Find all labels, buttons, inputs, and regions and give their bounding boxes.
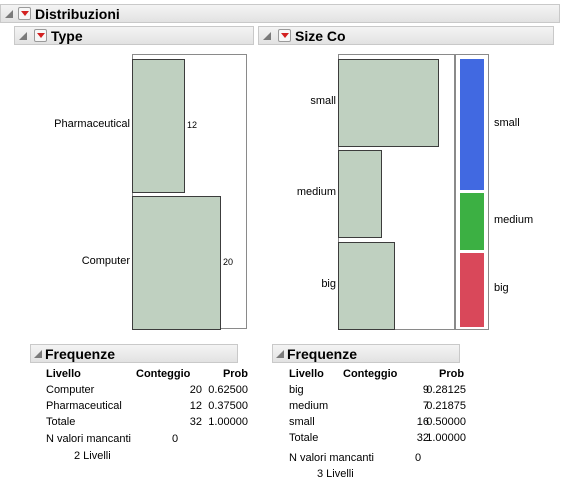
bar-value-label: 20 bbox=[223, 257, 234, 267]
col-header-level: Livello bbox=[289, 368, 324, 380]
prob-cell: 0.28125 bbox=[426, 384, 466, 396]
levels-row: 3 Livelli bbox=[289, 467, 499, 482]
table-header-row: Livello Conteggio Prob bbox=[46, 367, 256, 382]
prob-cell: 1.00000 bbox=[426, 432, 466, 444]
disclosure-triangle-icon[interactable] bbox=[263, 32, 271, 40]
table-row: Totale 32 1.00000 bbox=[46, 415, 256, 430]
prob-cell: 0.37500 bbox=[208, 400, 248, 412]
report-title: Distribuzioni bbox=[35, 6, 120, 22]
disclosure-triangle-icon[interactable] bbox=[276, 350, 284, 358]
table-row: Pharmaceutical 12 0.37500 bbox=[46, 399, 256, 414]
size-mosaic-plot bbox=[455, 54, 489, 330]
red-menu-icon[interactable] bbox=[18, 7, 31, 20]
disclosure-triangle-icon[interactable] bbox=[19, 32, 27, 40]
missing-label: N valori mancanti bbox=[289, 452, 374, 464]
level-cell: Pharmaceutical bbox=[46, 400, 122, 412]
missing-value: 0 bbox=[172, 433, 179, 445]
bar-medium[interactable] bbox=[338, 150, 382, 238]
size-panel-title: Size Co bbox=[295, 28, 346, 44]
count-cell: 16 bbox=[416, 416, 429, 428]
size-freq-header: Frequenze bbox=[272, 344, 460, 363]
table-row: Computer 20 0.62500 bbox=[46, 383, 256, 398]
table-header-row: Livello Conteggio Prob bbox=[289, 367, 499, 382]
prob-cell: 0.62500 bbox=[208, 384, 248, 396]
count-cell: 12 bbox=[189, 400, 202, 412]
report-header: Distribuzioni bbox=[0, 4, 560, 23]
col-header-count: Conteggio bbox=[136, 368, 191, 380]
category-label: big bbox=[321, 278, 336, 290]
disclosure-triangle-icon[interactable] bbox=[34, 350, 42, 358]
mosaic-label: small bbox=[494, 117, 520, 129]
levels-count: 2 Livelli bbox=[74, 450, 111, 462]
size-panel-header: Size Co bbox=[258, 26, 554, 45]
mosaic-segment-small[interactable] bbox=[460, 59, 484, 190]
count-cell: 32 bbox=[416, 432, 429, 444]
table-row: medium 7 0.21875 bbox=[289, 399, 499, 414]
missing-row: N valori mancanti 0 bbox=[46, 432, 256, 447]
col-header-prob: Prob bbox=[222, 368, 248, 380]
disclosure-triangle-icon[interactable] bbox=[5, 10, 13, 18]
level-cell: big bbox=[289, 384, 304, 396]
level-cell: Totale bbox=[46, 416, 76, 428]
freq-title: Frequenze bbox=[287, 346, 358, 362]
count-cell: 7 bbox=[422, 400, 429, 412]
type-freq-header: Frequenze bbox=[30, 344, 238, 363]
category-label: Pharmaceutical bbox=[54, 118, 130, 130]
type-freq-table: Livello Conteggio Prob Computer 20 0.625… bbox=[46, 367, 256, 472]
red-menu-icon[interactable] bbox=[34, 29, 47, 42]
count-cell: 32 bbox=[189, 416, 202, 428]
category-label: medium bbox=[296, 186, 336, 198]
count-cell: 20 bbox=[189, 384, 202, 396]
table-row: small 16 0.50000 bbox=[289, 415, 499, 430]
category-label: Computer bbox=[81, 255, 130, 267]
missing-row: N valori mancanti 0 bbox=[289, 451, 499, 466]
level-cell: medium bbox=[289, 400, 329, 412]
mosaic-label: big bbox=[494, 282, 509, 294]
col-header-level: Livello bbox=[46, 368, 81, 380]
table-row: big 9 0.28125 bbox=[289, 383, 499, 398]
prob-cell: 1.00000 bbox=[208, 416, 248, 428]
bar-big[interactable] bbox=[338, 242, 395, 330]
level-cell: Totale bbox=[289, 432, 319, 444]
mosaic-segment-medium[interactable] bbox=[460, 193, 484, 250]
freq-title: Frequenze bbox=[45, 346, 116, 362]
mosaic-segment-big[interactable] bbox=[460, 253, 484, 327]
levels-count: 3 Livelli bbox=[317, 468, 354, 480]
bar-computer[interactable] bbox=[132, 196, 221, 330]
size-freq-table: Livello Conteggio Prob big 9 0.28125 med… bbox=[289, 367, 499, 487]
missing-value: 0 bbox=[415, 452, 422, 464]
type-bar-chart bbox=[132, 54, 247, 330]
table-row: Totale 32 1.00000 bbox=[289, 431, 499, 446]
level-cell: small bbox=[289, 416, 315, 428]
missing-label: N valori mancanti bbox=[46, 433, 131, 445]
level-cell: Computer bbox=[46, 384, 95, 396]
size-bar-chart bbox=[338, 54, 455, 330]
mosaic-label: medium bbox=[494, 214, 534, 226]
levels-row: 2 Livelli bbox=[46, 449, 256, 464]
red-menu-icon[interactable] bbox=[278, 29, 291, 42]
count-cell: 9 bbox=[422, 384, 429, 396]
type-panel-header: Type bbox=[14, 26, 254, 45]
category-label: small bbox=[310, 95, 336, 107]
col-header-prob: Prob bbox=[439, 368, 465, 380]
bar-value-label: 12 bbox=[187, 120, 198, 130]
bar-small[interactable] bbox=[338, 59, 439, 147]
col-header-count: Conteggio bbox=[343, 368, 398, 380]
bar-pharmaceutical[interactable] bbox=[132, 59, 185, 193]
prob-cell: 0.50000 bbox=[426, 416, 466, 428]
prob-cell: 0.21875 bbox=[426, 400, 466, 412]
type-panel-title: Type bbox=[51, 28, 83, 44]
